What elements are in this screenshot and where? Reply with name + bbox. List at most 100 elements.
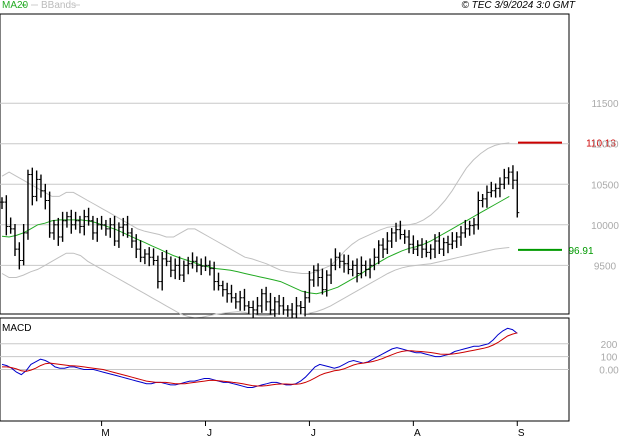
ohlc-bar: [285, 305, 290, 317]
ohlc-bar: [480, 194, 485, 208]
ohlc-bar: [506, 167, 511, 185]
ohlc-bar: [82, 209, 87, 236]
ohlc-bar: [437, 232, 442, 254]
price-panel: 110.13 96.91 9500 10000 10500 11000 11500: [0, 13, 619, 323]
ohlc-bar: [394, 222, 399, 242]
bb-upper-line: [1, 142, 510, 274]
ohlc-bar: [415, 240, 420, 257]
ohlc-bar: [17, 242, 22, 270]
ohlc-bar: [233, 292, 238, 309]
ohlc-bar: [112, 215, 117, 246]
ohlc-bar: [246, 301, 251, 315]
macd-y-ticks: 0.00 100 200: [599, 340, 619, 377]
ohlc-bar: [407, 230, 412, 254]
price-panel-frame: [0, 13, 570, 315]
x-month-label: J: [311, 428, 316, 439]
ohlc-bar: [108, 217, 113, 238]
ohlc-bar: [420, 238, 425, 259]
x-month-label: M: [101, 428, 109, 439]
ohlc-bar: [173, 258, 178, 280]
ohlc-bar: [90, 215, 95, 240]
price-tick-label: 11500: [591, 99, 619, 110]
ohlc-bar: [194, 256, 199, 273]
macd-title: MACD: [2, 323, 31, 334]
ohlc-bar: [510, 165, 515, 190]
ohlc-bar: [164, 249, 169, 267]
legend-ma20: MA20: [2, 0, 29, 11]
ohlc-bars: [0, 165, 520, 323]
ohlc-bar: [56, 217, 61, 246]
bb-lower-line: [1, 247, 510, 319]
ohlc-bar: [203, 256, 208, 272]
ohlc-bar: [69, 209, 74, 234]
ohlc-bar: [311, 265, 316, 287]
price-levels: 110.13 96.91: [518, 139, 616, 257]
ohlc-bar: [272, 296, 277, 317]
ohlc-bar: [103, 219, 108, 236]
ohlc-bar: [238, 290, 243, 311]
x-month-label: A: [414, 428, 421, 439]
ohlc-bar: [138, 240, 143, 263]
ohlc-bar: [320, 268, 325, 295]
ohlc-bar: [60, 211, 65, 242]
ohlc-bar: [264, 286, 269, 311]
ohlc-bar: [428, 244, 433, 260]
ohlc-bar: [458, 226, 463, 246]
ohlc-bar: [116, 222, 121, 248]
ohlc-bar: [99, 215, 104, 230]
ohlc-bar: [220, 280, 225, 297]
copyright-timestamp: © TEC 3/9/2024 3:0 GMT: [461, 0, 575, 11]
ohlc-bar: [346, 254, 351, 275]
ohlc-bar: [493, 183, 498, 198]
ohlc-bar: [433, 234, 437, 259]
ohlc-bar: [389, 228, 394, 248]
ohlc-bar: [441, 237, 446, 257]
ohlc-bar: [476, 191, 481, 230]
ohlc-bar: [47, 191, 52, 238]
ohlc-bar: [95, 217, 100, 242]
ohlc-bar: [268, 292, 273, 315]
ohlc-bar: [342, 254, 347, 273]
ohlc-bar: [411, 235, 416, 254]
ohlc-bar: [298, 301, 303, 315]
ohlc-bar: [155, 255, 160, 289]
ohlc-bar: [21, 224, 26, 266]
price-tick-label: 11000: [591, 140, 619, 151]
ohlc-bar: [168, 256, 173, 278]
ohlc-bar: [424, 240, 429, 258]
ohlc-bar: [316, 263, 321, 287]
ohlc-bar: [372, 248, 377, 271]
ohlc-bar: [259, 288, 264, 313]
ohlc-bar: [38, 174, 43, 198]
ohlc-bar: [255, 296, 260, 315]
ohlc-bar: [463, 219, 468, 238]
ohlc-bar: [51, 219, 56, 240]
ohlc-bar: [177, 256, 182, 280]
ohlc-bar: [303, 290, 308, 317]
ohlc-bar: [125, 215, 130, 238]
macd-tick-label: 200: [601, 340, 618, 351]
ma20-path: [1, 195, 510, 295]
ohlc-bar: [4, 195, 9, 236]
ohlc-bar: [34, 170, 39, 202]
ohlc-bar: [181, 260, 186, 282]
ohlc-bar: [402, 229, 407, 244]
ohlc-bar: [212, 261, 217, 291]
ohlc-bar: [329, 258, 334, 284]
ohlc-bar: [324, 270, 329, 297]
ohlc-bar: [337, 252, 342, 269]
ohlc-bar: [73, 211, 78, 230]
ohlc-bar: [445, 235, 450, 254]
ohlc-bar: [151, 248, 156, 266]
ohlc-bar: [489, 181, 494, 198]
price-y-ticks: 9500 10000 10500 11000 11500: [591, 99, 619, 272]
ma20-line: [1, 195, 510, 295]
ohlc-bar: [281, 296, 286, 315]
legend-bbands: BBands: [41, 0, 76, 11]
ohlc-bar: [454, 232, 459, 248]
ohlc-bar: [190, 252, 195, 269]
ohlc-bar: [381, 238, 386, 259]
macd-panel: 0.00 100 200 MACD: [0, 317, 619, 422]
ohlc-bar: [30, 167, 35, 206]
